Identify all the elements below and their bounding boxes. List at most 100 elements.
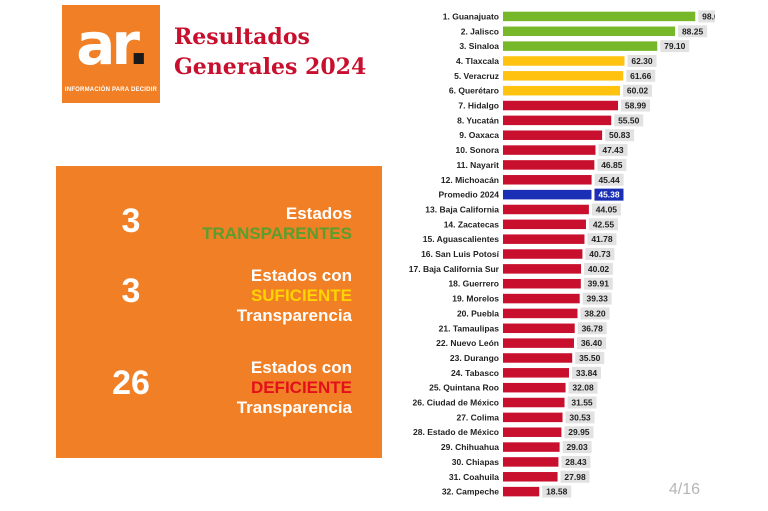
bar bbox=[503, 382, 566, 393]
value-label: 30.53 bbox=[569, 412, 591, 422]
category-label: Promedio 2024 bbox=[439, 190, 500, 200]
category-label: 15. Aguascalientes bbox=[423, 234, 499, 244]
value-label-background bbox=[598, 144, 628, 157]
bar bbox=[503, 115, 612, 126]
category-label: 2. Jalisco bbox=[461, 26, 499, 36]
category-label: 7. Hidalgo bbox=[458, 101, 499, 111]
category-label: 27. Colima bbox=[456, 412, 499, 422]
logo-tagline: INFORMACIÓN PARA DECIDIR bbox=[64, 87, 158, 93]
summary-line-2: TRANSPARENTES bbox=[202, 224, 352, 243]
category-label: 14. Zacatecas bbox=[444, 219, 500, 229]
bar bbox=[503, 427, 562, 437]
category-label: 30. Chiapas bbox=[452, 457, 500, 467]
value-label-background bbox=[584, 262, 614, 275]
summary-label: Estados con DEFICIENTE Transparencia bbox=[237, 358, 352, 418]
value-label-background bbox=[582, 292, 612, 305]
logo-mark-text: ar bbox=[76, 10, 132, 78]
summary-panel: 3 Estados TRANSPARENTES 3 Estados con SU… bbox=[56, 166, 382, 458]
value-label-background bbox=[623, 84, 653, 97]
category-label: 3. Sinaloa bbox=[459, 41, 499, 51]
page-indicator: 4/16 bbox=[668, 481, 700, 498]
category-label: 28. Estado de México bbox=[413, 427, 499, 437]
bar bbox=[503, 175, 592, 185]
bar bbox=[503, 204, 589, 215]
logo-mark-dot: . bbox=[127, 10, 150, 78]
category-label: 16. San Luis Potosí bbox=[421, 249, 500, 259]
page-title: Resultados Generales 2024 bbox=[174, 22, 404, 82]
bar bbox=[503, 56, 625, 66]
value-label: 38.20 bbox=[584, 308, 606, 318]
summary-line-3: Transparencia bbox=[236, 306, 352, 325]
category-label: 21. Tamaulipas bbox=[439, 323, 500, 333]
bar bbox=[503, 457, 559, 467]
category-label: 11. Nayarit bbox=[456, 160, 499, 170]
category-label: 25. Quintana Roo bbox=[429, 383, 499, 393]
bar bbox=[503, 160, 595, 170]
bar bbox=[503, 323, 575, 334]
value-label: 36.40 bbox=[581, 338, 603, 348]
value-label-background bbox=[571, 366, 601, 379]
bar bbox=[503, 353, 573, 363]
value-label-background bbox=[561, 455, 591, 468]
bar bbox=[503, 100, 619, 111]
value-label-background bbox=[591, 203, 621, 216]
value-label-background bbox=[626, 69, 656, 82]
category-label: 12. Michoacán bbox=[441, 175, 499, 185]
value-label: 45.38 bbox=[598, 190, 620, 200]
value-label: 55.50 bbox=[618, 115, 640, 125]
category-label: 17. Baja California Sur bbox=[409, 264, 500, 274]
bar bbox=[503, 26, 676, 37]
bar bbox=[503, 11, 696, 22]
bar bbox=[503, 293, 580, 304]
value-label-background bbox=[576, 337, 606, 350]
summary-label: Estados TRANSPARENTES bbox=[202, 204, 352, 244]
bar bbox=[503, 264, 582, 274]
value-label: 47.43 bbox=[602, 145, 624, 155]
title-line-1: Resultados bbox=[174, 24, 310, 50]
value-label: 40.02 bbox=[588, 264, 610, 274]
value-label-background bbox=[594, 188, 624, 201]
value-label: 79.10 bbox=[664, 41, 686, 51]
value-label-background bbox=[627, 54, 657, 67]
category-label: 5. Veracruz bbox=[454, 71, 499, 81]
value-label: 62.30 bbox=[631, 56, 653, 66]
value-label-background bbox=[588, 218, 618, 231]
value-label-background bbox=[562, 441, 592, 454]
value-label: 58.99 bbox=[625, 101, 647, 111]
value-label: 39.33 bbox=[587, 294, 609, 304]
category-label: 13. Baja California bbox=[425, 204, 499, 214]
summary-count: 26 bbox=[112, 364, 150, 402]
value-label-background bbox=[621, 99, 651, 112]
ar-logo: ar. INFORMACIÓN PARA DECIDIR bbox=[62, 5, 160, 103]
value-label-background bbox=[560, 470, 590, 483]
bar bbox=[503, 397, 565, 408]
bar bbox=[503, 368, 569, 378]
value-label-background bbox=[698, 10, 715, 23]
ar-logo-mark: ar. bbox=[62, 7, 160, 81]
bar bbox=[503, 189, 592, 200]
category-label: 20. Puebla bbox=[457, 308, 499, 318]
category-label: 19. Morelos bbox=[452, 294, 499, 304]
value-label-background bbox=[565, 411, 595, 424]
value-label: 39.91 bbox=[588, 279, 610, 289]
summary-line-2: SUFICIENTE bbox=[250, 286, 352, 305]
bar bbox=[503, 41, 658, 51]
bar bbox=[503, 486, 540, 497]
bar bbox=[503, 442, 560, 452]
summary-count: 3 bbox=[121, 272, 141, 310]
category-label: 9. Oaxaca bbox=[459, 130, 499, 140]
value-label: 27.98 bbox=[564, 472, 586, 482]
category-label: 29. Chihuahua bbox=[441, 442, 499, 452]
value-label-background bbox=[587, 233, 617, 246]
value-label: 98.60 bbox=[702, 11, 715, 21]
value-label-background bbox=[580, 307, 610, 320]
value-label: 32.08 bbox=[572, 383, 594, 393]
value-label: 35.50 bbox=[579, 353, 601, 363]
summary-line-1: Estados con bbox=[250, 358, 352, 377]
value-label-background bbox=[594, 173, 624, 186]
value-label: 41.78 bbox=[591, 234, 613, 244]
value-label: 18.58 bbox=[546, 487, 568, 497]
value-label-background bbox=[577, 322, 607, 335]
category-label: 31. Coahuila bbox=[449, 472, 499, 482]
bar bbox=[503, 249, 583, 259]
